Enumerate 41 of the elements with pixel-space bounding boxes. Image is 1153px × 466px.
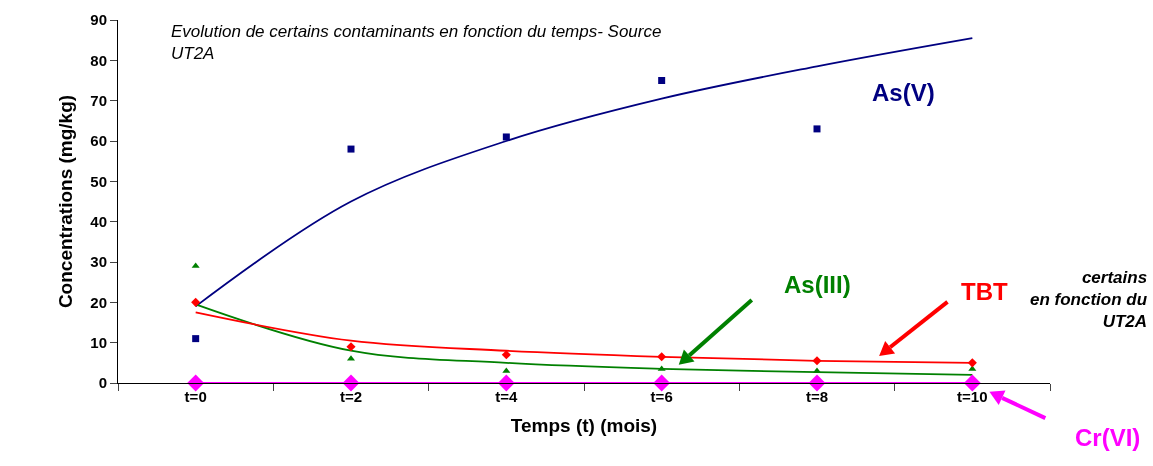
point [187,374,205,392]
point [658,77,666,84]
y-tick-label: 20 [90,293,107,311]
y-tick-label: 60 [90,132,107,150]
text: As(III) [784,271,851,298]
y-tick-label: 30 [90,253,107,271]
point [963,374,981,392]
y-axis-title: Concentrations (mg/kg) [55,94,77,309]
x-tick-label: t=0 [184,388,207,405]
point [653,374,671,392]
point [342,374,360,392]
x-tick-label: t=2 [339,388,363,405]
y-tick-label: 70 [90,91,107,109]
annotation: certains en fonction du UT2A [1030,268,1148,332]
x-tick-label: t=4 [495,388,519,405]
point [347,145,355,153]
point [657,352,667,362]
y-tick-label: 90 [90,11,107,29]
y-tick-label: 0 [98,374,107,392]
y-tick-label: 80 [90,51,107,69]
x-tick-label: t=8 [805,388,829,405]
y-tick-label: 10 [90,333,107,351]
point [967,358,977,368]
text: Cr(VI) [1075,424,1141,451]
point [497,374,515,392]
point [813,125,821,133]
x-tick-label: t=10 [957,388,988,405]
point [346,342,356,352]
point [191,297,201,307]
point [501,350,511,360]
point [192,335,200,343]
y-tick-label: 40 [90,212,107,230]
point [812,356,822,366]
text: As(V) [872,79,935,106]
point [808,374,826,392]
text: TBT [961,278,1008,305]
point [502,133,510,141]
x-axis-title: Temps (t) (mois) [510,414,658,436]
x-tick-label: t=6 [650,388,673,405]
text: Evolution de certains contaminants en fonction du temps- Source UT2A [171,22,662,64]
y-tick-label: 50 [90,172,107,190]
